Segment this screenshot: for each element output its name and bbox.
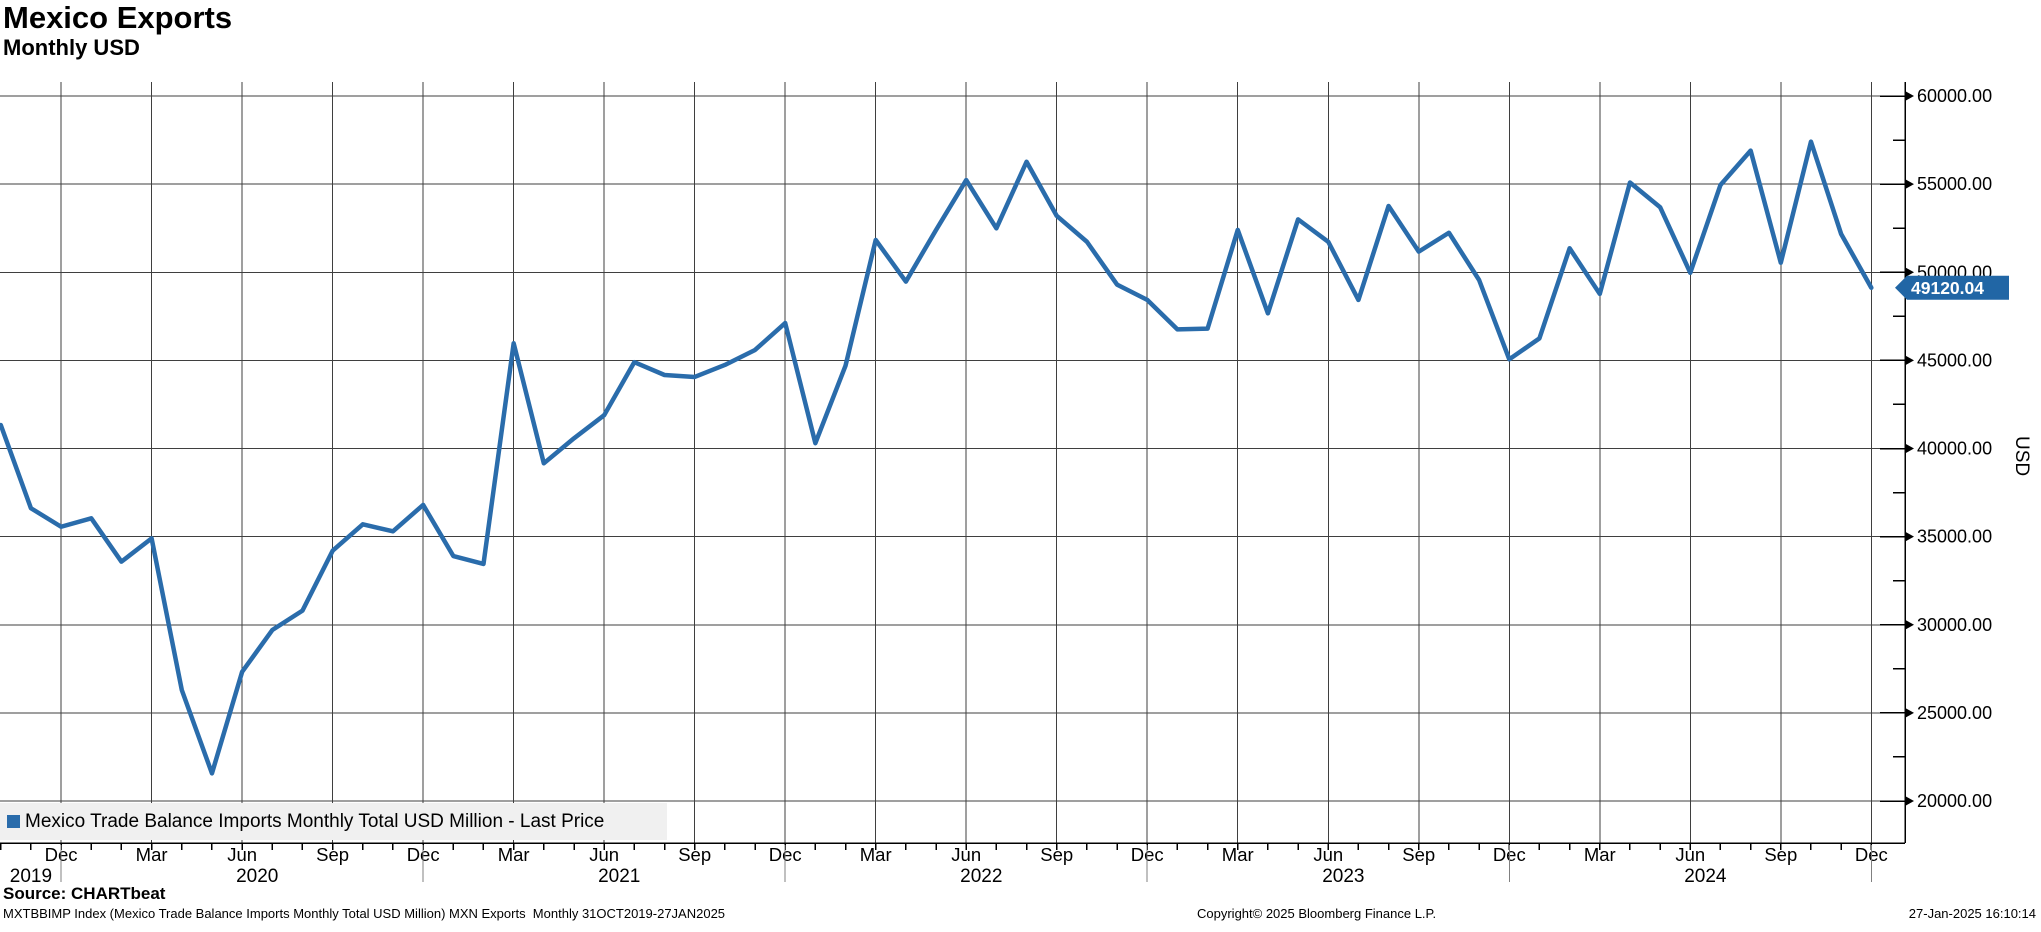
y-axis-tick-arrow-icon bbox=[1905, 531, 1914, 542]
chart-subtitle: Monthly USD bbox=[3, 35, 140, 60]
last-price-flag bbox=[1895, 275, 2009, 300]
x-axis-tick-label: Mar bbox=[136, 844, 168, 865]
x-axis-year-label: 2020 bbox=[236, 866, 278, 887]
legend-series-label: Mexico Trade Balance Imports Monthly Tot… bbox=[25, 810, 605, 832]
x-axis-tick-label: Mar bbox=[1584, 844, 1616, 865]
chart-title: Mexico Exports bbox=[3, 0, 233, 35]
y-axis-tick-arrow-icon bbox=[1905, 619, 1914, 630]
x-axis-tick-label: Jun bbox=[589, 844, 619, 865]
x-axis-year-label: 2023 bbox=[1322, 866, 1364, 887]
y-axis-tick-label: 40000.00 bbox=[1917, 439, 1992, 459]
y-axis-tick-label: 25000.00 bbox=[1917, 703, 1992, 723]
y-axis-tick-arrow-icon bbox=[1905, 267, 1914, 278]
x-axis-tick-label: Sep bbox=[316, 844, 349, 865]
x-axis-year-label: 2024 bbox=[1684, 866, 1727, 887]
y-axis-tick-arrow-icon bbox=[1905, 179, 1914, 190]
y-axis-tick-arrow-icon bbox=[1905, 355, 1914, 366]
y-axis-tick-label: 35000.00 bbox=[1917, 527, 1992, 547]
x-axis-tick-label: Sep bbox=[1764, 844, 1797, 865]
x-axis-tick-label: Jun bbox=[1675, 844, 1705, 865]
y-axis-tick-arrow-icon bbox=[1905, 443, 1914, 454]
x-axis-tick-label: Sep bbox=[1402, 844, 1435, 865]
x-axis-tick-label: Jun bbox=[227, 844, 257, 865]
x-axis-year-label: 2022 bbox=[960, 866, 1002, 887]
footer-copyright: Copyright© 2025 Bloomberg Finance L.P. bbox=[1197, 906, 1437, 921]
footer-security-info: MXTBBIMP Index (Mexico Trade Balance Imp… bbox=[3, 906, 726, 921]
y-axis-tick-label: 20000.00 bbox=[1917, 791, 1992, 811]
y-axis-tick-label: 45000.00 bbox=[1917, 350, 1992, 370]
x-axis-tick-label: Mar bbox=[498, 844, 530, 865]
legend-series-marker-icon bbox=[7, 815, 20, 828]
x-axis-tick-label: Sep bbox=[1040, 844, 1073, 865]
y-axis-title: USD bbox=[2011, 436, 2032, 477]
series-line bbox=[0, 139, 1874, 776]
y-axis-tick-label: 55000.00 bbox=[1917, 174, 1992, 194]
source-label: Source: CHARTbeat bbox=[3, 884, 166, 903]
y-axis-tick-arrow-icon bbox=[1905, 796, 1914, 806]
last-price-label: 49120.04 bbox=[1911, 277, 1984, 298]
legend: Mexico Trade Balance Imports Monthly Tot… bbox=[0, 803, 667, 840]
x-axis-tick-label: Sep bbox=[678, 844, 711, 865]
x-axis-tick-label: Jun bbox=[951, 844, 981, 865]
x-axis-tick-label: Jun bbox=[1313, 844, 1343, 865]
y-axis-tick-arrow-icon bbox=[1905, 707, 1914, 718]
y-axis-tick-label: 60000.00 bbox=[1917, 86, 1992, 106]
y-axis-tick-label: 30000.00 bbox=[1917, 615, 1992, 635]
footer-timestamp: 27-Jan-2025 16:10:14 bbox=[1908, 906, 2036, 921]
x-axis-tick-label: Mar bbox=[1222, 844, 1254, 865]
x-axis-year-label: 2019 bbox=[10, 866, 52, 887]
x-axis-tick-label: Mar bbox=[860, 844, 892, 865]
x-axis-year-label: 2021 bbox=[598, 866, 640, 887]
y-axis-tick-arrow-icon bbox=[1905, 91, 1914, 101]
